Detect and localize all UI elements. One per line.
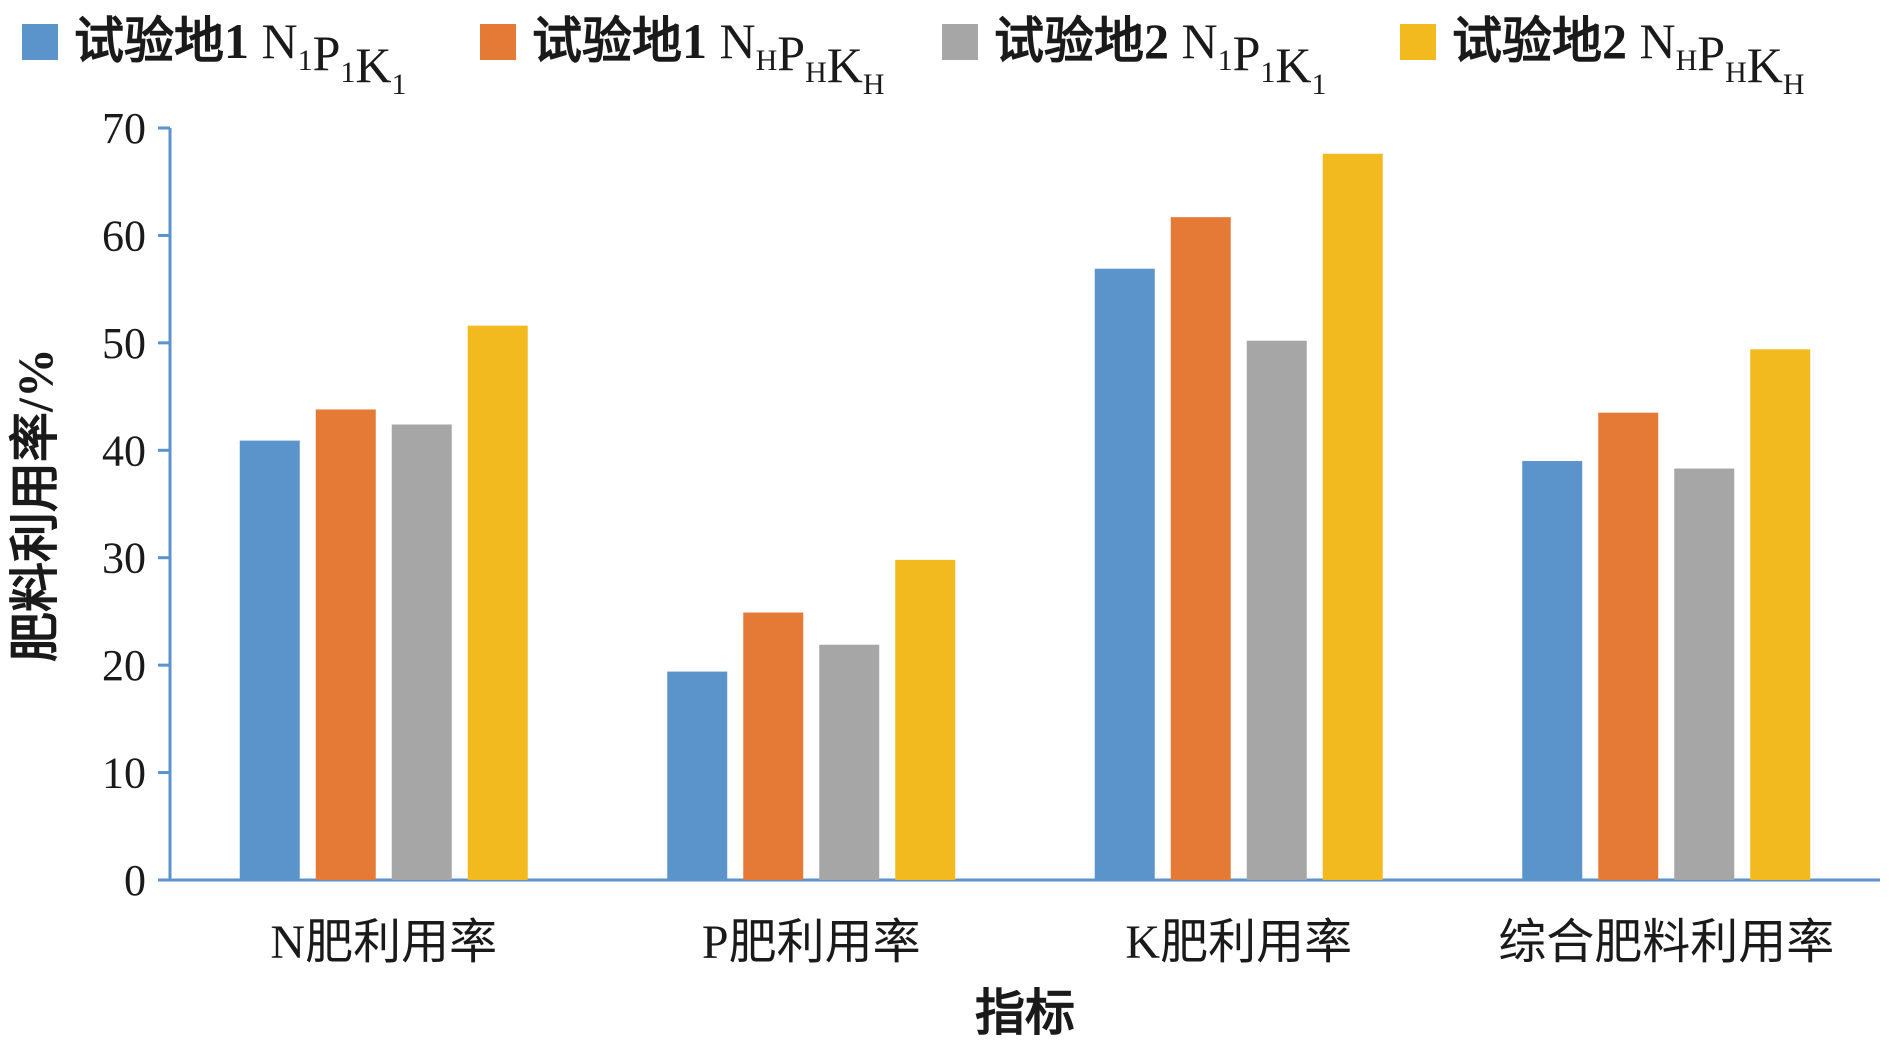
y-tick-label: 50 xyxy=(102,319,146,368)
legend-swatch xyxy=(942,24,978,60)
axes xyxy=(158,126,1880,882)
legend-entry-label: 试验地2 NHPHKH xyxy=(1452,13,1805,101)
y-axis-title: 肥料利用率/% xyxy=(7,348,63,662)
x-category-labels: N肥利用率 P肥利用率 K肥利用率 综合肥料利用率 xyxy=(270,916,1834,969)
bar xyxy=(391,424,452,880)
y-tick-label: 10 xyxy=(102,749,146,798)
x-category-label: P肥利用率 xyxy=(702,916,921,969)
x-category-label: N肥利用率 xyxy=(270,916,497,969)
legend-swatch xyxy=(480,24,516,60)
y-tick-label: 30 xyxy=(102,534,146,583)
bar xyxy=(1170,217,1231,880)
legend-entry-label: 试验地1 NHPHKH xyxy=(532,13,885,101)
x-category-label: K肥利用率 xyxy=(1125,916,1352,969)
bar xyxy=(1522,461,1583,880)
legend-swatch xyxy=(22,24,58,60)
bar xyxy=(1094,268,1155,880)
legend-entry-label: 试验地1 N1P1K1 xyxy=(74,13,407,101)
x-category-label: 综合肥料利用率 xyxy=(1498,916,1834,969)
bar xyxy=(1246,340,1307,880)
bar xyxy=(315,409,376,880)
bar xyxy=(239,440,300,880)
y-tick-label: 40 xyxy=(102,426,146,475)
y-tick-labels: 0 10 20 30 40 50 60 70 xyxy=(102,104,146,905)
y-tick-label: 70 xyxy=(102,104,146,153)
y-tick-label: 20 xyxy=(102,641,146,690)
legend-entry-label: 试验地2 N1P1K1 xyxy=(994,13,1327,101)
x-axis-title: 指标 xyxy=(975,985,1075,1041)
bars xyxy=(239,153,1811,881)
y-tick-label: 60 xyxy=(102,211,146,260)
bar xyxy=(819,644,880,880)
bar xyxy=(895,559,956,880)
bar xyxy=(743,612,804,880)
bar xyxy=(1598,412,1659,880)
bar xyxy=(1750,349,1811,880)
bar xyxy=(667,671,728,880)
y-tick-label: 0 xyxy=(124,856,146,905)
bar xyxy=(1674,468,1735,880)
bar xyxy=(1322,153,1383,881)
legend-swatch xyxy=(1400,24,1436,60)
legend: 试验地1 N1P1K1 试验地1 NHPHKH 试验地2 N1P1K1 试验地2 NH… xyxy=(22,13,1805,101)
bar xyxy=(467,325,528,880)
